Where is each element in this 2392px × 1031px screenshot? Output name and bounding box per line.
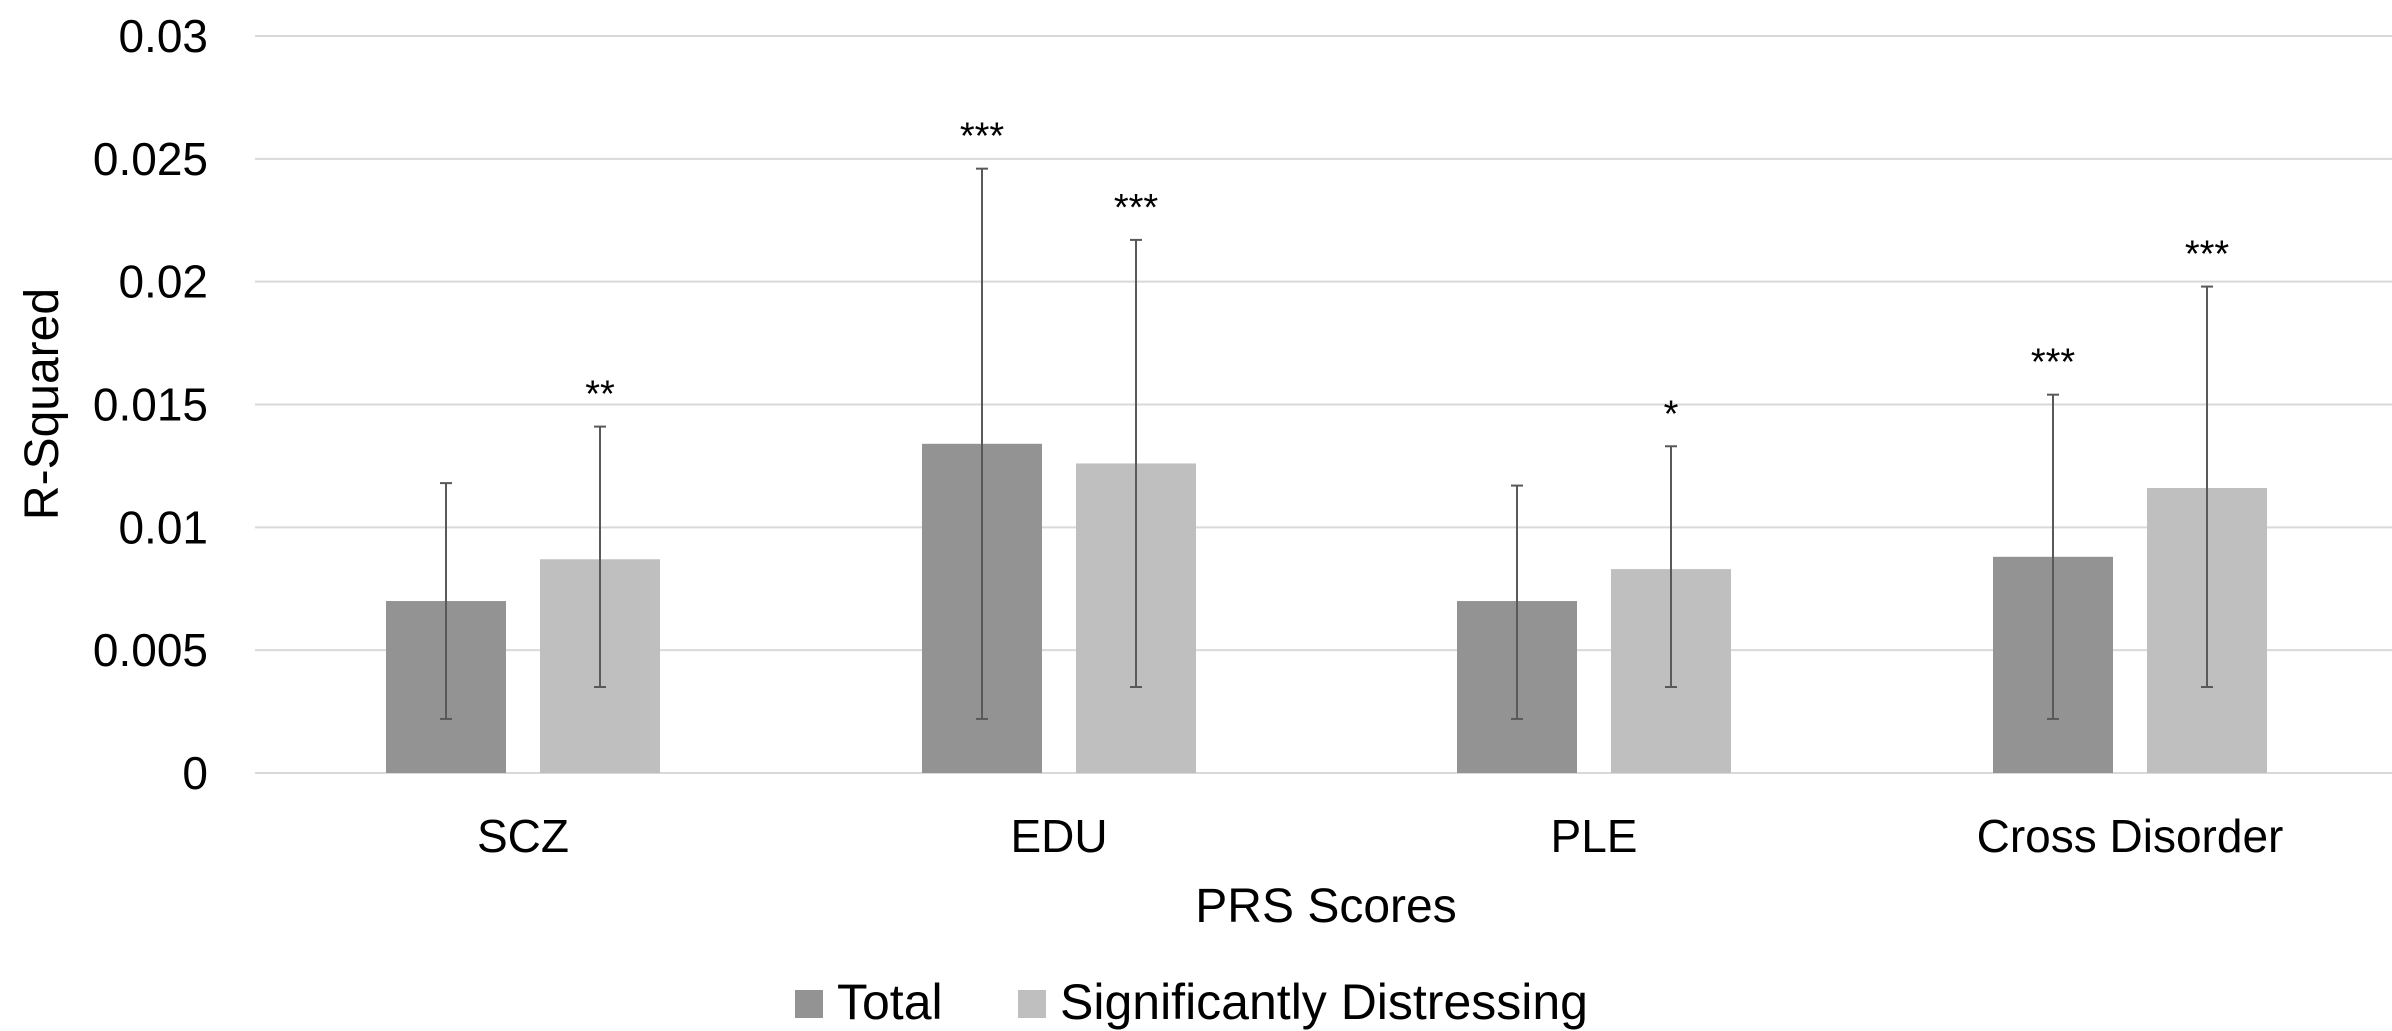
x-axis-ticks: SCZ EDU PLE Cross Disorder bbox=[477, 810, 2283, 862]
y-tick-label: 0.01 bbox=[118, 501, 208, 553]
bars bbox=[386, 443, 2267, 773]
significance-label: ** bbox=[585, 374, 615, 416]
significance-labels: *************** bbox=[585, 116, 2229, 436]
y-tick-label: 0 bbox=[182, 747, 208, 799]
significance-label: *** bbox=[2031, 342, 2076, 384]
significance-label: * bbox=[1664, 393, 1679, 435]
x-tick-label: EDU bbox=[1010, 810, 1107, 862]
x-tick-label: SCZ bbox=[477, 810, 569, 862]
legend-label: Total bbox=[837, 974, 943, 1030]
x-axis-title: PRS Scores bbox=[1195, 880, 1456, 933]
x-tick-label: PLE bbox=[1551, 810, 1638, 862]
error-bars bbox=[440, 167, 2213, 720]
y-tick-label: 0.015 bbox=[93, 379, 208, 431]
x-tick-label: Cross Disorder bbox=[1977, 810, 2284, 862]
significance-label: *** bbox=[960, 116, 1005, 158]
y-tick-label: 0.02 bbox=[118, 256, 208, 308]
legend: Total Significantly Distressing bbox=[795, 974, 1588, 1030]
legend-swatch bbox=[1018, 990, 1046, 1018]
y-tick-label: 0.005 bbox=[93, 624, 208, 676]
significance-label: *** bbox=[1114, 187, 1159, 229]
y-axis-title: R-Squared bbox=[16, 288, 69, 520]
y-tick-label: 0.025 bbox=[93, 133, 208, 185]
significance-label: *** bbox=[2185, 234, 2230, 276]
legend-swatch bbox=[795, 990, 823, 1018]
y-tick-label: 0.03 bbox=[118, 10, 208, 62]
y-axis-ticks: 0 0.005 0.01 0.015 0.02 0.025 0.03 bbox=[93, 10, 208, 799]
legend-label: Significantly Distressing bbox=[1060, 974, 1588, 1030]
